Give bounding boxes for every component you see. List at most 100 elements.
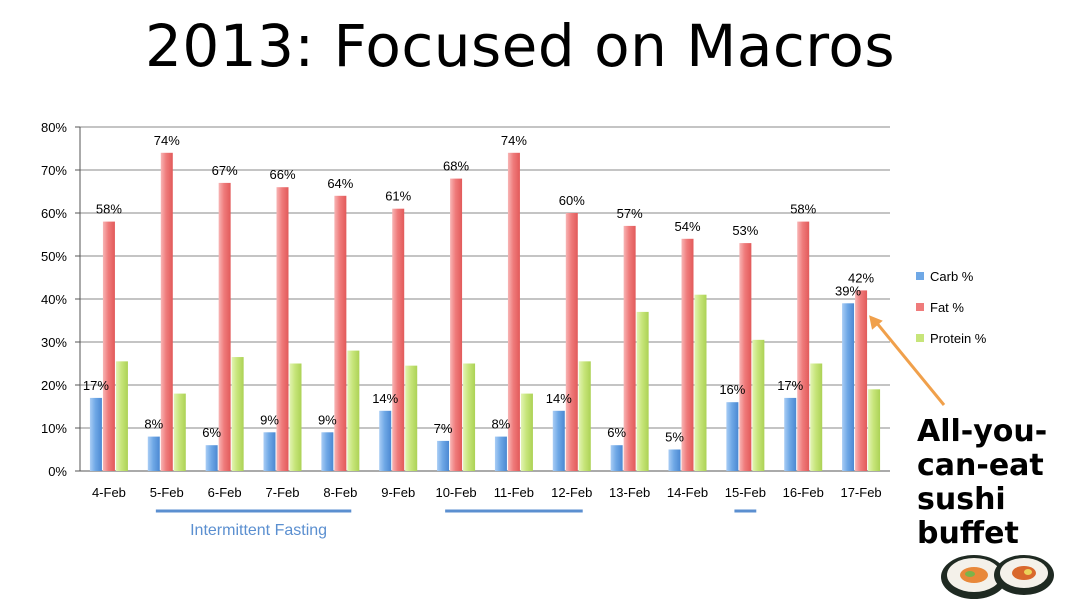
y-tick-label: 70%: [41, 163, 67, 178]
arrow-line: [875, 322, 946, 406]
data-label: 9%: [318, 412, 337, 427]
x-tick-label: 15-Feb: [725, 485, 766, 500]
legend-label: Carb %: [930, 269, 974, 284]
y-tick-label: 0%: [48, 464, 67, 479]
data-label: 9%: [260, 412, 279, 427]
data-label: 58%: [96, 202, 122, 217]
data-label: 67%: [212, 163, 238, 178]
bar-carb: [610, 445, 623, 471]
bar-carb: [784, 397, 797, 471]
callout-line: buffet: [917, 516, 1019, 551]
bar-protein: [868, 389, 881, 471]
bar-protein: [694, 294, 707, 471]
bar-fat: [739, 243, 752, 471]
bar-fat: [276, 187, 289, 471]
data-label: 7%: [434, 421, 453, 436]
bar-fat: [102, 221, 115, 471]
bar-carb: [205, 445, 218, 471]
data-label: 42%: [848, 270, 874, 285]
callout-line: sushi: [917, 482, 1006, 517]
bar-protein: [173, 393, 186, 471]
y-tick-label: 10%: [41, 421, 67, 436]
y-tick-label: 80%: [41, 120, 67, 135]
data-label: 60%: [559, 193, 585, 208]
data-label: 74%: [154, 133, 180, 148]
bar-protein: [636, 311, 649, 471]
x-tick-label: 10-Feb: [435, 485, 476, 500]
data-label: 5%: [665, 430, 684, 445]
bar-carb: [726, 402, 739, 471]
x-tick-label: 4-Feb: [92, 485, 126, 500]
bar-fat: [797, 221, 810, 471]
bar-fat: [623, 225, 636, 471]
bar-fat: [507, 152, 520, 472]
x-tick-label: 14-Feb: [667, 485, 708, 500]
bar-protein: [115, 361, 128, 471]
y-tick-label: 60%: [41, 206, 67, 221]
data-label: 8%: [144, 417, 163, 432]
data-label: 54%: [674, 219, 700, 234]
bar-protein: [289, 363, 302, 471]
x-tick-label: 11-Feb: [494, 485, 534, 500]
bar-carb: [668, 449, 681, 471]
data-label: 39%: [835, 283, 861, 298]
bar-carb: [147, 436, 160, 471]
callout-line: can-eat: [917, 448, 1044, 483]
bar-protein: [520, 393, 533, 471]
annotation-label: Intermittent Fasting: [190, 522, 327, 539]
bar-carb: [842, 303, 855, 471]
bar-fat: [681, 238, 694, 471]
bar-protein: [752, 339, 765, 471]
data-label: 16%: [719, 382, 745, 397]
data-label: 66%: [269, 167, 295, 182]
bar-carb: [379, 410, 392, 471]
bar-protein: [578, 361, 591, 471]
y-tick-label: 40%: [41, 292, 67, 307]
x-tick-label: 12-Feb: [551, 485, 592, 500]
sushi-callout: All-you- can-eat sushi buffet: [917, 415, 1067, 551]
y-tick-label: 50%: [41, 249, 67, 264]
legend-label: Protein %: [930, 331, 987, 346]
y-tick-label: 30%: [41, 335, 67, 350]
data-label: 17%: [83, 378, 109, 393]
arrow-head: [869, 315, 883, 330]
bar-fat: [392, 208, 405, 471]
data-label: 53%: [732, 223, 758, 238]
x-tick-label: 5-Feb: [150, 485, 184, 500]
data-label: 14%: [546, 391, 572, 406]
bar-protein: [347, 350, 360, 471]
data-label: 58%: [790, 202, 816, 217]
legend-swatch: [916, 334, 924, 342]
legend-swatch: [916, 272, 924, 280]
bar-fat: [450, 178, 463, 471]
bar-carb: [552, 410, 565, 471]
bar-carb: [263, 432, 276, 471]
x-tick-label: 16-Feb: [783, 485, 824, 500]
data-label: 57%: [617, 206, 643, 221]
bar-protein: [231, 357, 244, 471]
data-label: 61%: [385, 189, 411, 204]
data-label: 6%: [607, 425, 626, 440]
y-tick-label: 20%: [41, 378, 67, 393]
data-label: 68%: [443, 159, 469, 174]
bar-fat: [855, 290, 868, 471]
callout-line: All-you-: [917, 414, 1048, 449]
data-label: 6%: [202, 425, 221, 440]
legend-label: Fat %: [930, 300, 964, 315]
bar-protein: [463, 363, 476, 471]
bar-protein: [405, 365, 418, 471]
x-tick-label: 7-Feb: [266, 485, 300, 500]
x-tick-label: 9-Feb: [381, 485, 415, 500]
bar-carb: [494, 436, 507, 471]
x-tick-label: 6-Feb: [208, 485, 242, 500]
bar-protein: [810, 363, 823, 471]
x-tick-label: 17-Feb: [840, 485, 881, 500]
chart-legend: Carb % Fat % Protein %: [916, 269, 987, 346]
data-label: 14%: [372, 391, 398, 406]
legend-swatch: [916, 303, 924, 311]
x-tick-label: 13-Feb: [609, 485, 650, 500]
sushi-roll-icon: [941, 555, 1054, 599]
data-label: 74%: [501, 133, 527, 148]
bar-carb: [437, 440, 450, 471]
